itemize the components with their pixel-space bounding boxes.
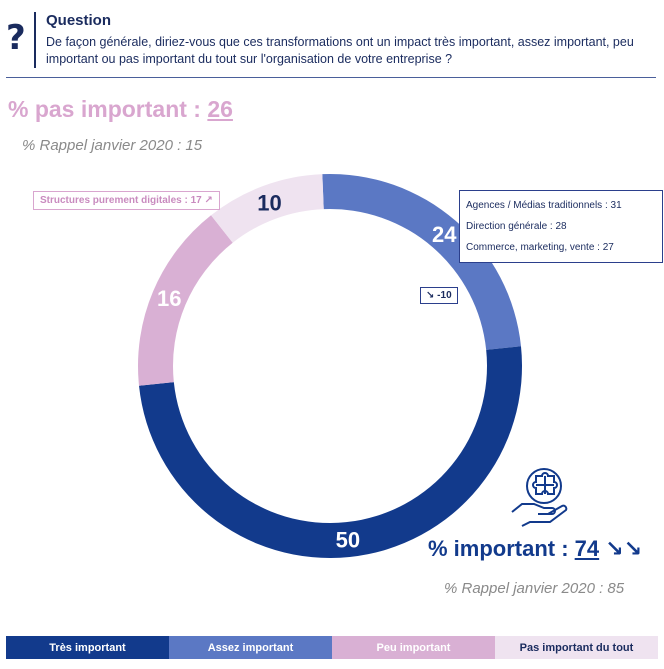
important-label: % important : bbox=[428, 536, 575, 561]
callout-minus-text: -10 bbox=[437, 290, 452, 301]
donut-label-pas-important-du-tout: 10 bbox=[257, 190, 281, 215]
callout-minus: ↘ -10 bbox=[420, 287, 458, 304]
legend-peu-important: Peu important bbox=[332, 636, 495, 659]
legend-tres-important: Très important bbox=[6, 636, 169, 659]
header-rule bbox=[6, 77, 656, 78]
question-title: Question bbox=[46, 12, 112, 29]
important-summary: % important : 74 ↘↘ bbox=[428, 536, 642, 562]
pas-important-rappel: % Rappel janvier 2020 : 15 bbox=[22, 137, 203, 154]
arrows-down-right-icon: ↘↘ bbox=[605, 537, 643, 562]
pas-important-value: 26 bbox=[207, 96, 233, 122]
legend-assez-important: Assez important bbox=[169, 636, 332, 659]
puzzle-hand-icon bbox=[511, 468, 568, 527]
donut-slice-peu-important bbox=[138, 215, 233, 386]
donut-label-tres-important: 50 bbox=[336, 528, 360, 553]
donut-label-assez-important: 24 bbox=[432, 222, 457, 247]
callout-digital-text: Structures purement digitales : 17 bbox=[40, 195, 202, 206]
callout-agences: Agences / Médias traditionnels : 31 bbox=[466, 200, 622, 211]
question-mark-icon: ? bbox=[6, 18, 26, 58]
callout-digital: Structures purement digitales : 17 ↗ bbox=[33, 191, 220, 210]
question-text: De façon générale, diriez-vous que ces t… bbox=[46, 35, 634, 66]
donut-label-peu-important: 16 bbox=[157, 286, 181, 311]
pas-important-summary: % pas important : 26 bbox=[8, 96, 233, 123]
callout-direction: Direction générale : 28 bbox=[466, 221, 567, 232]
callout-assez-breakdown: Agences / Médias traditionnels : 31 Dire… bbox=[459, 190, 663, 263]
donut-slice-pas-important-du-tout bbox=[211, 174, 324, 243]
pas-important-label: % pas important : bbox=[8, 96, 208, 122]
important-value: 74 bbox=[574, 536, 600, 561]
arrow-up-right-icon: ↗ bbox=[204, 195, 213, 206]
legend: Très important Assez important Peu impor… bbox=[6, 636, 658, 659]
donut-slice-tres-important bbox=[139, 346, 522, 559]
important-rappel: % Rappel janvier 2020 : 85 bbox=[444, 580, 625, 597]
legend-pas-important-du-tout: Pas important du tout bbox=[495, 636, 658, 659]
question-divider bbox=[34, 12, 36, 68]
callout-commerce: Commerce, marketing, vente : 27 bbox=[466, 242, 614, 253]
arrow-down-right-icon: ↘ bbox=[426, 290, 435, 301]
